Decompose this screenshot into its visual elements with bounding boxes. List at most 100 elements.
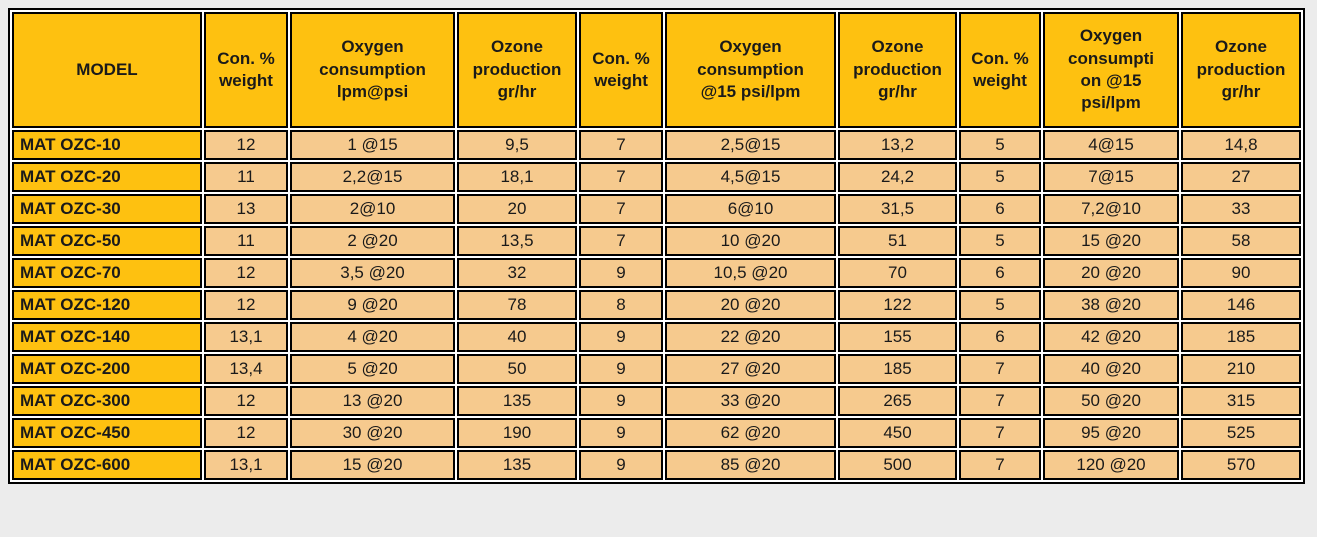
value-cell: 5 [959, 130, 1041, 160]
value-cell: 135 [457, 450, 577, 480]
value-cell: 7 [959, 418, 1041, 448]
value-cell: 32 [457, 258, 577, 288]
ozone-generator-spec-table: MODEL Con. % weight Oxygen consumption l… [8, 8, 1305, 484]
value-cell: 190 [457, 418, 577, 448]
value-cell: 15 @20 [1043, 226, 1179, 256]
value-cell: 70 [838, 258, 957, 288]
value-cell: 1 @15 [290, 130, 455, 160]
value-cell: 9 [579, 418, 663, 448]
model-cell: MAT OZC-450 [12, 418, 202, 448]
table-row: MAT OZC-50 11 2 @20 13,5 7 10 @20 51 5 15 @20 58 [12, 226, 1301, 256]
model-cell: MAT OZC-140 [12, 322, 202, 352]
value-cell: 27 [1181, 162, 1301, 192]
table-row: MAT OZC-30 13 2@10 20 7 6@10 31,5 6 7,2@10 33 [12, 194, 1301, 224]
table-row: MAT OZC-70 12 3,5 @20 32 9 10,5 @20 70 6 20 @20 9… [12, 258, 1301, 288]
col-header-ozone-production-3: Ozone production gr/hr [1181, 12, 1301, 128]
value-cell: 2,5@15 [665, 130, 836, 160]
model-cell: MAT OZC-70 [12, 258, 202, 288]
value-cell: 450 [838, 418, 957, 448]
value-cell: 6 [959, 194, 1041, 224]
value-cell: 11 [204, 226, 288, 256]
value-cell: 5 [959, 162, 1041, 192]
col-header-oxygen-consumption-1: Oxygen consumption lpm@psi [290, 12, 455, 128]
value-cell: 4,5@15 [665, 162, 836, 192]
value-cell: 9,5 [457, 130, 577, 160]
value-cell: 13,2 [838, 130, 957, 160]
model-cell: MAT OZC-50 [12, 226, 202, 256]
value-cell: 6 [959, 258, 1041, 288]
value-cell: 7 [579, 130, 663, 160]
value-cell: 12 [204, 418, 288, 448]
value-cell: 42 @20 [1043, 322, 1179, 352]
value-cell: 9 [579, 450, 663, 480]
value-cell: 7 [959, 354, 1041, 384]
value-cell: 13 @20 [290, 386, 455, 416]
value-cell: 7 [579, 226, 663, 256]
value-cell: 12 [204, 290, 288, 320]
value-cell: 122 [838, 290, 957, 320]
value-cell: 6 [959, 322, 1041, 352]
value-cell: 13,4 [204, 354, 288, 384]
model-cell: MAT OZC-120 [12, 290, 202, 320]
table-row: MAT OZC-10 12 1 @15 9,5 7 2,5@15 13,2 5 4@15 14,8 [12, 130, 1301, 160]
value-cell: 33 @20 [665, 386, 836, 416]
col-header-con-weight-2: Con. % weight [579, 12, 663, 128]
value-cell: 2 @20 [290, 226, 455, 256]
value-cell: 10 @20 [665, 226, 836, 256]
value-cell: 33 [1181, 194, 1301, 224]
value-cell: 185 [838, 354, 957, 384]
value-cell: 50 [457, 354, 577, 384]
value-cell: 7 [959, 450, 1041, 480]
value-cell: 210 [1181, 354, 1301, 384]
value-cell: 2@10 [290, 194, 455, 224]
value-cell: 22 @20 [665, 322, 836, 352]
value-cell: 7 [579, 194, 663, 224]
value-cell: 5 @20 [290, 354, 455, 384]
value-cell: 120 @20 [1043, 450, 1179, 480]
value-cell: 20 @20 [665, 290, 836, 320]
value-cell: 51 [838, 226, 957, 256]
value-cell: 8 [579, 290, 663, 320]
value-cell: 2,2@15 [290, 162, 455, 192]
value-cell: 20 @20 [1043, 258, 1179, 288]
value-cell: 4@15 [1043, 130, 1179, 160]
value-cell: 315 [1181, 386, 1301, 416]
value-cell: 9 [579, 386, 663, 416]
model-cell: MAT OZC-300 [12, 386, 202, 416]
table-body: MAT OZC-10 12 1 @15 9,5 7 2,5@15 13,2 5 4@15 14,8… [12, 130, 1301, 480]
value-cell: 12 [204, 258, 288, 288]
value-cell: 38 @20 [1043, 290, 1179, 320]
value-cell: 78 [457, 290, 577, 320]
value-cell: 30 @20 [290, 418, 455, 448]
col-header-con-weight-1: Con. % weight [204, 12, 288, 128]
value-cell: 9 [579, 258, 663, 288]
value-cell: 9 [579, 322, 663, 352]
value-cell: 90 [1181, 258, 1301, 288]
value-cell: 12 [204, 130, 288, 160]
value-cell: 9 [579, 354, 663, 384]
value-cell: 40 [457, 322, 577, 352]
value-cell: 18,1 [457, 162, 577, 192]
value-cell: 58 [1181, 226, 1301, 256]
value-cell: 135 [457, 386, 577, 416]
model-cell: MAT OZC-30 [12, 194, 202, 224]
value-cell: 185 [1181, 322, 1301, 352]
value-cell: 14,8 [1181, 130, 1301, 160]
model-cell: MAT OZC-600 [12, 450, 202, 480]
value-cell: 6@10 [665, 194, 836, 224]
value-cell: 5 [959, 226, 1041, 256]
value-cell: 24,2 [838, 162, 957, 192]
value-cell: 13,1 [204, 450, 288, 480]
value-cell: 11 [204, 162, 288, 192]
value-cell: 500 [838, 450, 957, 480]
value-cell: 13 [204, 194, 288, 224]
value-cell: 570 [1181, 450, 1301, 480]
value-cell: 40 @20 [1043, 354, 1179, 384]
value-cell: 4 @20 [290, 322, 455, 352]
value-cell: 13,5 [457, 226, 577, 256]
value-cell: 50 @20 [1043, 386, 1179, 416]
table-header: MODEL Con. % weight Oxygen consumption l… [12, 12, 1301, 128]
value-cell: 7@15 [1043, 162, 1179, 192]
value-cell: 62 @20 [665, 418, 836, 448]
value-cell: 146 [1181, 290, 1301, 320]
